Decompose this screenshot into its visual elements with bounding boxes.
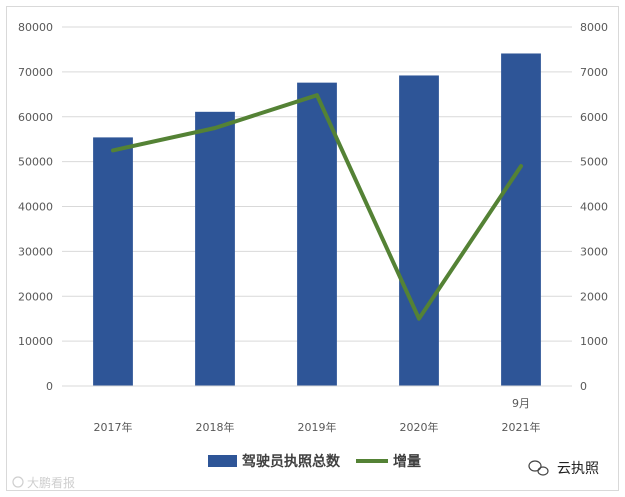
x-annotation-label: 9月: [512, 397, 530, 410]
y-right-tick-label: 8000: [580, 21, 608, 34]
x-tick-label: 2017年: [94, 420, 133, 434]
watermark-left-text: 大鹏看报: [27, 475, 75, 490]
bar: [297, 82, 337, 387]
y-left-tick-label: 40000: [18, 201, 53, 214]
y-right-tick-label: 7000: [580, 66, 608, 79]
bar: [195, 111, 235, 386]
y-left-tick-label: 10000: [18, 335, 53, 348]
y-left-tick-label: 50000: [18, 156, 53, 169]
y-right-tick-label: 1000: [580, 335, 608, 348]
watermark-left: 大鹏看报: [12, 475, 75, 490]
y-left-tick-label: 30000: [18, 245, 53, 258]
y-left-tick-label: 0: [46, 380, 53, 393]
y-right-tick-label: 4000: [580, 201, 608, 214]
legend-swatch-bar: [208, 455, 237, 467]
bar: [501, 53, 541, 386]
y-right-tick-label: 6000: [580, 111, 608, 124]
watermark-right: 云执照: [528, 460, 599, 477]
y-right-tick-label: 5000: [580, 156, 608, 169]
watermark-left-icon: [12, 476, 24, 488]
y-axis-right: 0 1000 2000 3000 4000 5000 6000 7000 8000: [580, 21, 608, 393]
legend-label-bar: 驾驶员执照总数: [241, 453, 341, 470]
y-right-tick-label: 2000: [580, 290, 608, 303]
x-tick-label: 2021年: [502, 420, 541, 434]
watermark-right-text: 云执照: [557, 461, 599, 477]
x-axis-labels: 2017年 2018年 2019年 2020年 2021年 9月: [94, 397, 541, 434]
x-tick-label: 2019年: [298, 420, 337, 434]
x-tick-label: 2018年: [196, 420, 235, 434]
y-axis-left: 0 10000 20000 30000 40000 50000 60000 70000 8000…: [18, 21, 53, 393]
legend: 驾驶员执照总数 增量: [208, 453, 421, 470]
y-right-tick-label: 0: [580, 380, 587, 393]
y-left-tick-label: 80000: [18, 21, 53, 34]
bar-series: [93, 53, 541, 387]
x-tick-label: 2020年: [400, 420, 439, 434]
legend-label-line: 增量: [393, 453, 421, 470]
y-left-tick-label: 20000: [18, 290, 53, 303]
wechat-icon: [528, 460, 549, 476]
bar: [399, 75, 439, 386]
bar: [93, 137, 133, 386]
y-right-tick-label: 3000: [580, 245, 608, 258]
line-series: [111, 93, 523, 321]
y-left-tick-label: 70000: [18, 66, 53, 79]
y-left-tick-label: 60000: [18, 111, 53, 124]
